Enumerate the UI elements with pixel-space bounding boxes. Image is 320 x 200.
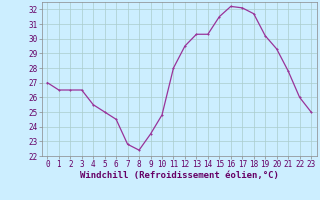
- X-axis label: Windchill (Refroidissement éolien,°C): Windchill (Refroidissement éolien,°C): [80, 171, 279, 180]
